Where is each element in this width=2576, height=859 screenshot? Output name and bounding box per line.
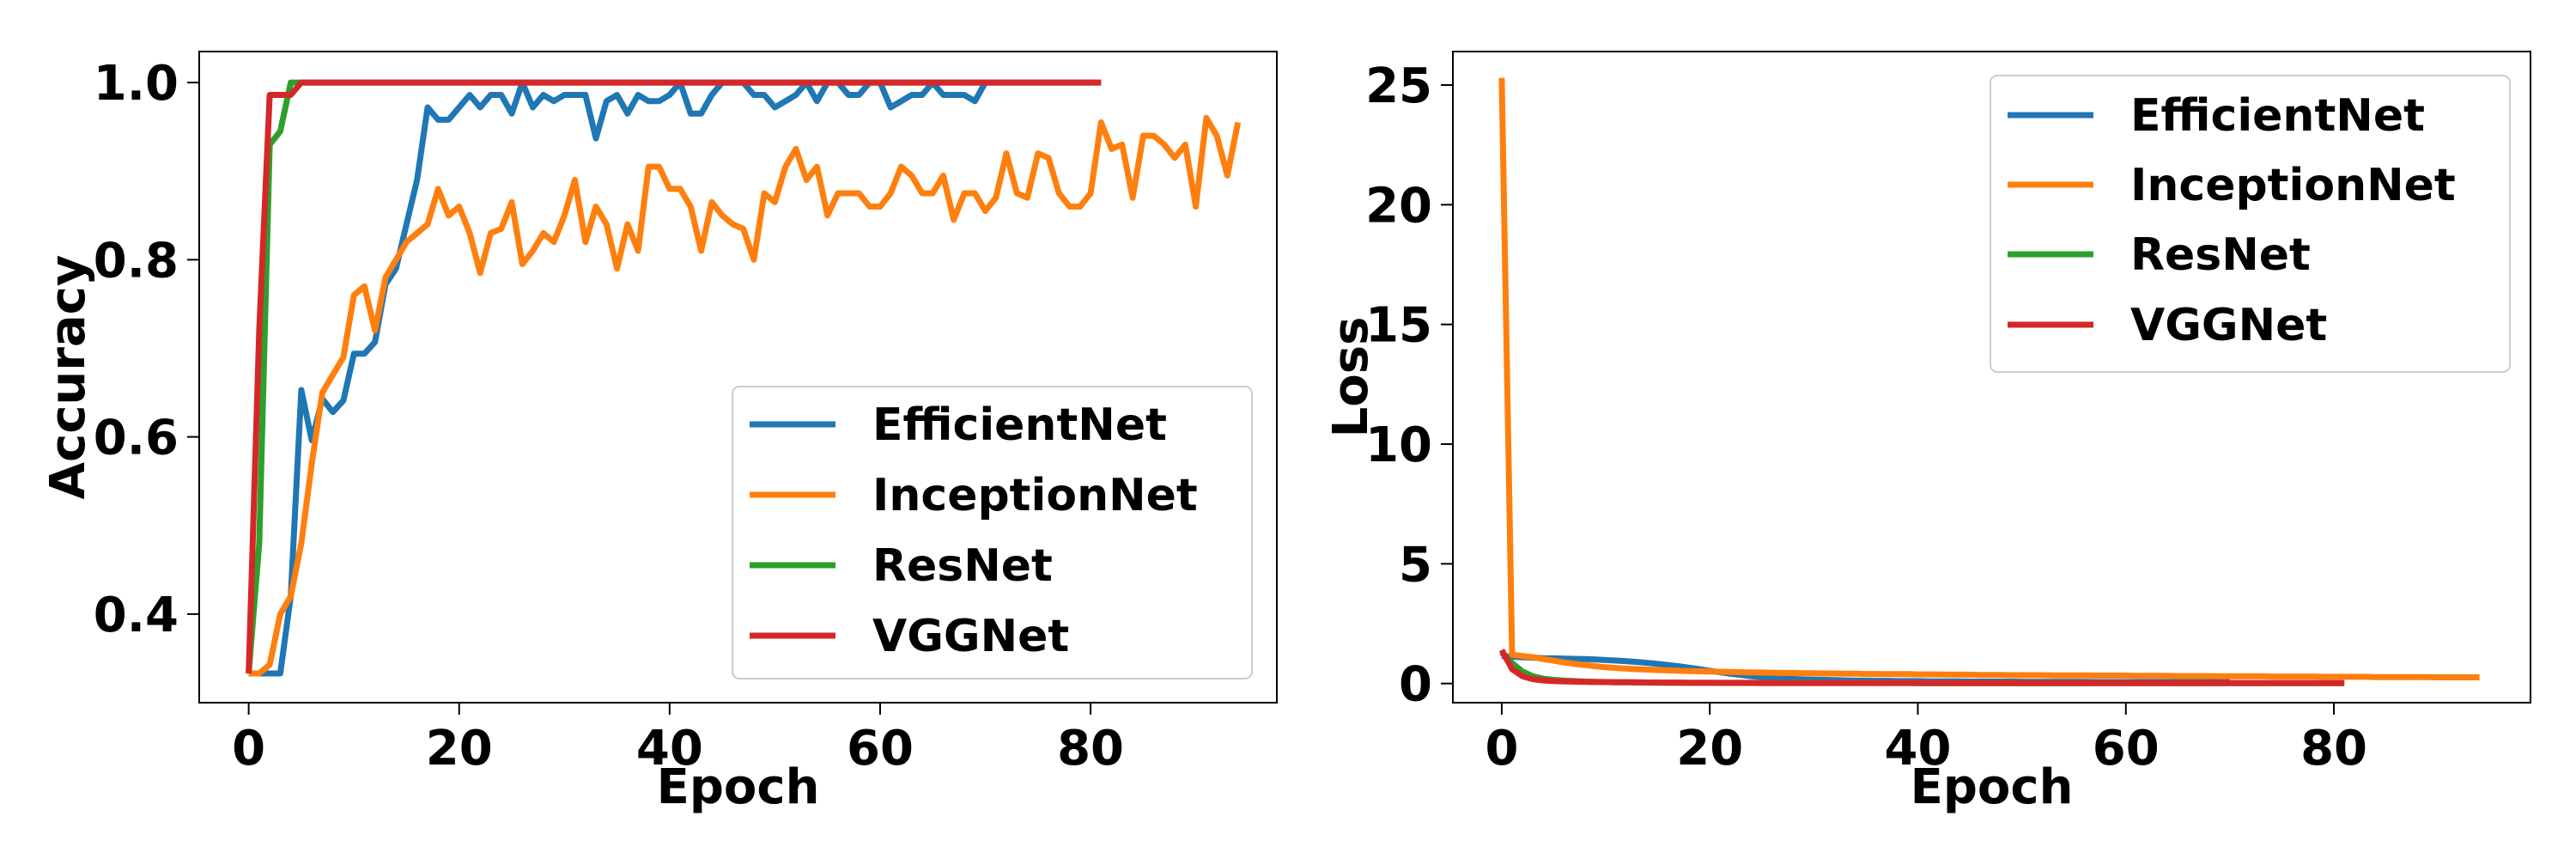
x-tick-label: 60 — [847, 721, 914, 777]
legend-label-inceptionnet: InceptionNet — [872, 470, 1198, 521]
plot-frame — [1452, 51, 2531, 704]
x-axis-label: Epoch — [657, 759, 820, 815]
x-tick-label: 40 — [636, 721, 703, 777]
y-tick-label: 0 — [1399, 657, 1432, 713]
y-tick-label: 0.8 — [94, 233, 179, 289]
legend-label-efficientnet: EfficientNet — [2130, 90, 2425, 142]
x-axis: 0 20 40 60 80 — [232, 703, 1124, 777]
y-tick-label: 20 — [1365, 178, 1432, 234]
y-tick-label: 15 — [1365, 298, 1432, 354]
x-tick-label: 0 — [1485, 721, 1518, 777]
x-axis: 0 20 40 60 80 — [1485, 703, 2367, 777]
series-line-vggnet — [246, 79, 1102, 674]
x-tick-label: 0 — [232, 721, 265, 777]
legend-box — [732, 386, 1253, 679]
series-line-vggnet — [1498, 649, 2345, 686]
legend-label-inceptionnet: InceptionNet — [2130, 160, 2456, 211]
y-tick-label: 5 — [1399, 537, 1432, 593]
x-tick-label: 20 — [426, 721, 493, 777]
y-tick-label: 0.6 — [94, 411, 179, 466]
x-tick-label: 60 — [2093, 721, 2160, 777]
legend-box — [1990, 75, 2511, 373]
y-axis-label: Accuracy — [40, 255, 96, 500]
y-tick-label: 0.4 — [94, 588, 179, 643]
accuracy-chart: 0 20 40 60 80 0.4 0.6 0.8 1.0 Epoch Accuracy Effici… — [40, 51, 1278, 815]
legend: EfficientNet InceptionNet ResNet VGGNet — [1990, 75, 2511, 373]
x-tick-label: 40 — [1885, 721, 1952, 777]
x-tick-label: 80 — [1057, 721, 1124, 777]
y-tick-label: 25 — [1365, 58, 1432, 114]
series-line-inceptionnet — [1498, 77, 2480, 680]
x-tick-label: 20 — [1676, 721, 1743, 777]
legend-label-vggnet: VGGNet — [2130, 300, 2327, 351]
legend-label-efficientnet: EfficientNet — [872, 399, 1167, 451]
legend: EfficientNet InceptionNet ResNet VGGNet — [732, 386, 1253, 679]
y-tick-label: 1.0 — [94, 56, 179, 112]
y-axis-label: Loss — [1323, 317, 1379, 438]
y-tick-label: 10 — [1365, 417, 1432, 473]
series-group — [1498, 77, 2480, 686]
plot-frame — [198, 51, 1278, 704]
loss-chart: 0 20 40 60 80 0 5 10 15 20 25 Epoch Loss EfficientNet… — [1323, 51, 2531, 815]
legend-label-vggnet: VGGNet — [872, 611, 1069, 662]
series-group — [246, 79, 1242, 677]
y-axis: 0 5 10 15 20 25 — [1365, 58, 1453, 713]
legend-label-resnet: ResNet — [872, 540, 1053, 592]
series-line-inceptionnet — [248, 114, 1242, 677]
series-line-efficientnet — [248, 79, 988, 677]
x-tick-label: 80 — [2300, 721, 2367, 777]
y-axis: 0.4 0.6 0.8 1.0 — [94, 56, 199, 643]
legend-label-resnet: ResNet — [2130, 229, 2311, 281]
x-axis-label: Epoch — [1911, 759, 2074, 815]
